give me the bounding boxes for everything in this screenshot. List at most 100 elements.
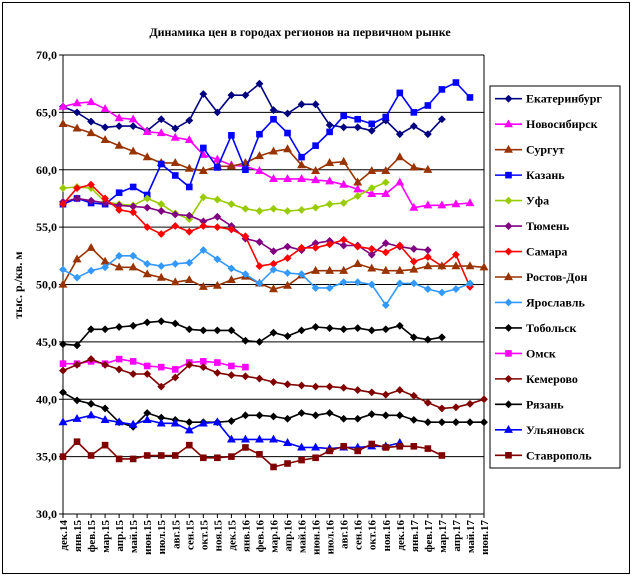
data-point — [226, 161, 236, 170]
data-point — [101, 123, 110, 132]
series-line — [62, 81, 471, 206]
data-point — [297, 243, 306, 252]
legend-label: Ярославль — [526, 295, 585, 309]
data-point — [381, 265, 391, 274]
data-point — [199, 193, 208, 202]
series-line — [62, 391, 484, 428]
data-point — [157, 115, 166, 124]
data-point — [312, 454, 319, 462]
data-point — [143, 223, 152, 232]
data-point — [171, 259, 180, 268]
data-point — [142, 152, 152, 161]
legend-label: Тюмень — [526, 219, 570, 233]
y-tick-label: 60,0 — [36, 163, 57, 177]
data-point — [214, 454, 221, 462]
data-point — [100, 415, 110, 424]
data-point — [368, 440, 376, 448]
data-point — [241, 91, 250, 100]
series-6 — [59, 180, 474, 291]
data-point — [157, 207, 166, 215]
series-2 — [58, 119, 433, 186]
data-point — [367, 126, 376, 135]
data-point — [73, 273, 81, 282]
data-point — [255, 79, 264, 88]
data-point — [114, 417, 124, 426]
legend-label: Ростов-Дон — [526, 270, 588, 284]
data-point — [227, 225, 236, 234]
data-point — [241, 204, 250, 213]
data-point — [213, 255, 222, 264]
x-tick-label: сен.16 — [353, 520, 365, 550]
data-point — [284, 129, 291, 137]
data-point — [185, 116, 194, 125]
data-point — [87, 266, 95, 275]
data-point — [128, 146, 138, 155]
legend-item: Ярославль — [495, 295, 585, 309]
data-point — [283, 269, 292, 277]
data-point — [269, 265, 278, 274]
data-point — [395, 386, 404, 394]
data-point — [115, 355, 123, 363]
series-9 — [59, 317, 446, 350]
data-point — [381, 411, 390, 420]
y-tick-label: 70,0 — [36, 48, 57, 62]
data-point — [410, 442, 418, 450]
legend-label: Ульяновск — [526, 423, 585, 437]
legend-marker — [504, 298, 513, 307]
data-point — [409, 245, 418, 253]
data-point — [242, 363, 249, 371]
data-point — [396, 442, 404, 450]
data-point — [480, 418, 488, 427]
data-point — [339, 383, 348, 392]
data-point — [59, 200, 67, 209]
data-point — [213, 326, 222, 335]
series-line — [62, 181, 387, 221]
data-point — [86, 97, 96, 106]
data-point — [228, 453, 235, 460]
data-point — [297, 100, 306, 109]
data-point — [143, 194, 152, 203]
data-point — [395, 265, 405, 274]
data-point — [227, 264, 236, 273]
data-point — [226, 434, 236, 443]
data-point — [367, 410, 376, 419]
data-point — [339, 123, 348, 132]
data-point — [451, 261, 461, 270]
data-point — [129, 321, 138, 330]
data-point — [283, 254, 292, 263]
data-point — [381, 390, 390, 399]
data-point — [142, 127, 152, 135]
data-point — [129, 370, 138, 378]
data-point — [395, 152, 405, 161]
data-point — [325, 158, 335, 166]
data-point — [115, 251, 124, 260]
x-tick-label: фев.16 — [254, 520, 266, 553]
data-point — [241, 372, 250, 381]
data-point — [87, 355, 95, 363]
data-point — [409, 122, 418, 131]
data-point — [72, 98, 82, 107]
data-point — [198, 281, 208, 290]
data-point — [200, 144, 207, 152]
data-point — [452, 403, 460, 412]
data-point — [452, 418, 460, 427]
data-point — [452, 285, 460, 293]
data-point — [170, 132, 180, 141]
data-point — [437, 288, 446, 297]
legend-marker — [504, 247, 513, 256]
data-point — [297, 409, 306, 417]
data-point — [241, 411, 250, 420]
data-point — [185, 227, 194, 236]
legend: Екатеринбург Новосибирск Сургут Казань Уфа Тю… — [489, 85, 621, 469]
data-point — [353, 414, 362, 423]
data-point — [269, 284, 278, 293]
data-point — [157, 317, 166, 326]
data-point — [381, 166, 391, 174]
data-point — [171, 319, 180, 328]
data-point — [466, 279, 474, 288]
data-point — [283, 144, 292, 153]
data-point — [73, 396, 81, 405]
data-point — [171, 222, 180, 230]
data-point — [59, 360, 67, 367]
x-tick-label: янв.16 — [240, 520, 252, 552]
